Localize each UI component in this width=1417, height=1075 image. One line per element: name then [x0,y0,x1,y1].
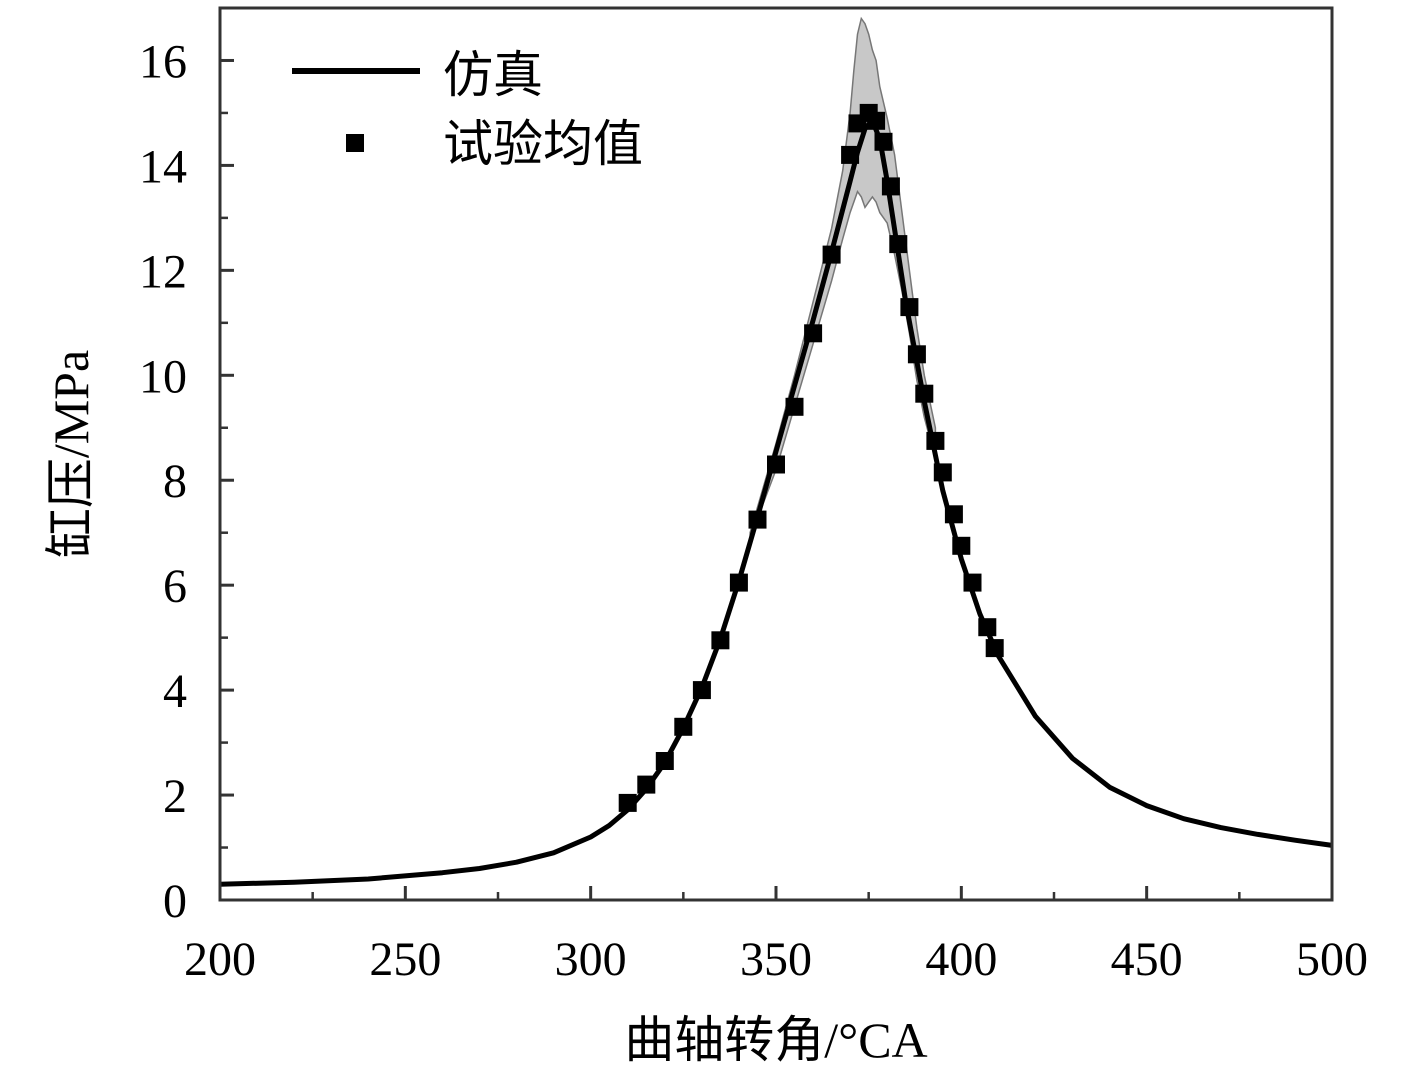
legend-label-simulation: 仿真 [443,47,543,103]
legend-label-experiment: 试验均值 [443,116,643,172]
experimental-point [900,298,919,317]
y-tick-label: 6 [163,560,187,613]
x-tick-label: 250 [369,933,441,986]
experimental-markers [618,103,1004,812]
experimental-point [618,793,637,812]
legend: 仿真 试验均值 [292,47,643,172]
x-tick-label: 400 [925,933,997,986]
axis-ticks [220,58,1241,900]
y-axis-title: 缸压/MPa [43,350,99,558]
experimental-point [933,463,952,482]
y-tick-label: 4 [163,665,187,718]
x-tick-label: 350 [740,933,812,986]
experimental-point [867,111,886,130]
x-axis-title: 曲轴转角/°CA [624,1012,927,1068]
x-tick-label: 300 [555,933,627,986]
experimental-point [711,631,730,650]
legend-marker-swatch [346,134,364,152]
experimental-point [748,510,767,529]
simulation-line [219,118,1333,887]
experimental-point [915,384,934,403]
experimental-point [692,681,711,700]
x-tick-label: 450 [1111,933,1183,986]
experimental-point [674,717,693,736]
experimental-point [963,573,982,592]
experimental-point [655,752,674,770]
y-tick-label: 12 [139,245,187,298]
y-tick-label: 10 [139,350,187,403]
x-tick-label: 500 [1296,933,1368,986]
experimental-point [785,397,804,416]
experimental-point [978,618,997,637]
experimental-point [907,345,926,364]
x-tick-labels: 200 250 300 350 400 450 500 [184,933,1368,986]
y-tick-labels: 0 2 4 6 8 10 12 14 16 [139,35,187,928]
y-tick-label: 2 [163,770,187,823]
experimental-point [926,431,945,450]
experimental-point [841,145,860,164]
simulation-line-layer [219,118,1333,887]
experimental-point [889,235,908,254]
y-tick-label: 16 [139,35,187,88]
experimental-point [952,536,971,555]
y-tick-label: 0 [163,875,187,928]
experimental-point [767,455,785,474]
experimental-point [804,324,823,343]
y-tick-label: 14 [139,140,187,193]
experimental-point [822,245,841,264]
experimental-point [985,639,1004,658]
y-tick-label: 8 [163,455,187,508]
experimental-point [637,775,656,794]
experimental-point [881,177,900,196]
experimental-point [944,505,963,524]
x-tick-label: 200 [184,933,256,986]
experimental-point [729,573,748,592]
experimental-point [874,132,893,151]
